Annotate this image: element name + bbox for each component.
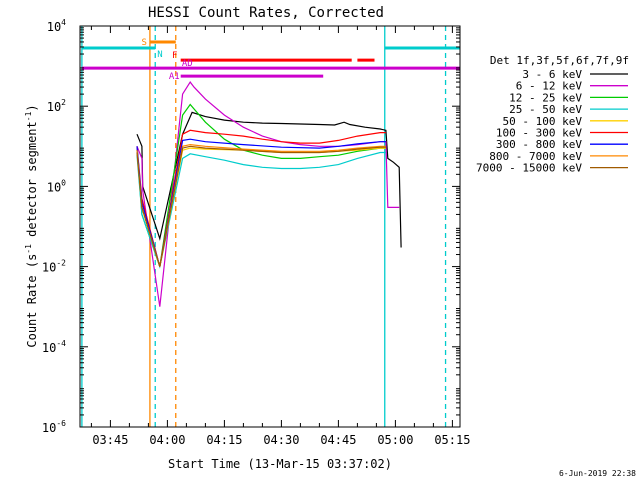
flag-label: N [157, 50, 162, 60]
plot-area [81, 26, 460, 427]
legend-label: 300 - 800 keV [496, 138, 582, 151]
legend-label: 100 - 300 keV [496, 127, 582, 140]
plot-frame [79, 25, 461, 428]
x-axis-label: Start Time (13-Mar-15 03:37:02) [168, 457, 392, 471]
x-tick-label: 04:00 [149, 433, 185, 447]
y-tick-label: 10-2 [42, 259, 66, 275]
y-tick-label: 102 [47, 98, 66, 114]
series-line [136, 151, 386, 269]
legend-label: 12 - 25 keV [509, 91, 582, 104]
x-tick-label: 05:00 [377, 433, 413, 447]
flag-label: A1 [169, 72, 180, 82]
x-tick-label: 04:45 [320, 433, 356, 447]
x-tick-label: 05:15 [434, 433, 470, 447]
x-tick-label: 04:15 [206, 433, 242, 447]
flag-label: AD [182, 59, 193, 69]
flag-label: F [172, 51, 177, 61]
y-tick-label: 104 [47, 18, 66, 34]
y-tick-label: 100 [47, 178, 66, 194]
legend-label: 6 - 12 keV [516, 80, 583, 93]
legend-label: 50 - 100 keV [503, 115, 583, 128]
x-tick-label: 03:45 [92, 433, 128, 447]
flag-label: S [141, 38, 146, 48]
legend-label: 25 - 50 keV [509, 103, 582, 116]
series-line [136, 143, 386, 267]
footer-date: 6-Jun-2019 22:38 [559, 469, 636, 478]
y-tick-label: 10-4 [42, 339, 66, 355]
series-line [136, 103, 386, 267]
legend-title: Det 1f,3f,5f,6f,7f,9f [490, 54, 629, 67]
legend-label: 7000 - 15000 keV [476, 162, 582, 175]
series-line [136, 145, 386, 267]
legend-label: 800 - 7000 keV [489, 150, 582, 163]
series-line [136, 138, 386, 267]
legend-label: 3 - 6 keV [522, 68, 582, 81]
y-tick-label: 10-6 [42, 419, 66, 435]
y-axis-label: Count Rate (s-1 detector segment-1) [24, 104, 39, 347]
chart-title: HESSI Count Rates, Corrected [148, 5, 384, 21]
x-tick-label: 04:30 [263, 433, 299, 447]
